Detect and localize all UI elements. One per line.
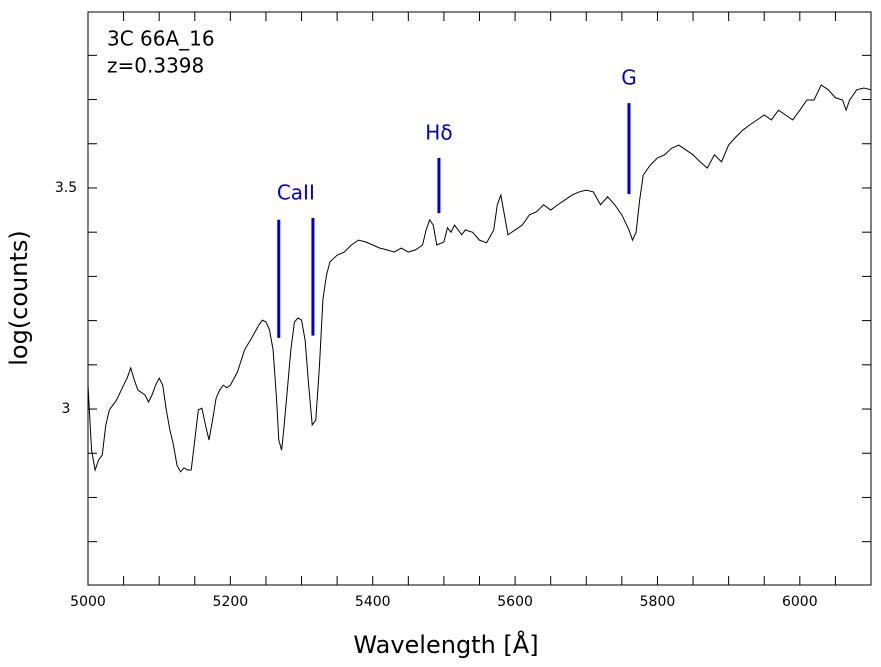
x-axis-label: Wavelength [Å]: [353, 630, 538, 659]
x-tick-label: 5400: [355, 594, 391, 610]
line-marker-label: CaII: [277, 181, 315, 205]
x-tick-label: 6000: [782, 594, 818, 610]
plot-frame: [87, 11, 872, 586]
line-marker-label: Hδ: [425, 120, 452, 144]
annotation: 3C 66A_16: [107, 27, 215, 51]
y-tick-label: 3: [62, 401, 71, 417]
x-tick-label: 5800: [640, 594, 676, 610]
annotation: z=0.3398: [107, 54, 204, 78]
x-tick-label: 5200: [213, 594, 249, 610]
line-marker-label: G: [621, 66, 637, 90]
spectrum-line: [87, 84, 872, 473]
x-tick-label: 5000: [70, 594, 106, 610]
y-axis-label: log(counts): [5, 230, 33, 366]
y-tick-label: 3.5: [55, 180, 77, 196]
x-tick-label: 5600: [497, 594, 533, 610]
